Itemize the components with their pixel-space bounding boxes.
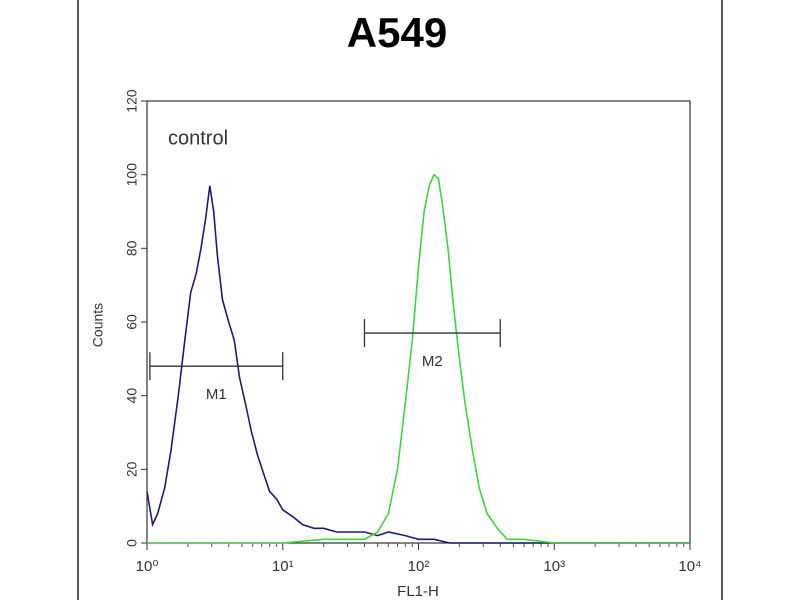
x-tick-label: 10²	[408, 558, 430, 575]
x-tick-label: 10⁰	[136, 558, 159, 575]
series-line	[146, 185, 690, 544]
y-tick-label: 60	[124, 314, 140, 330]
y-axis-label: Counts	[90, 303, 106, 347]
x-tick-label: 10¹	[272, 558, 294, 575]
y-tick-label: 40	[124, 388, 140, 404]
gate-label: M1	[206, 386, 227, 403]
chart-title: A549	[347, 9, 447, 56]
series-line	[147, 173, 690, 544]
annotation: control	[168, 127, 228, 149]
y-tick-label: 100	[124, 163, 140, 187]
gate-label: M2	[422, 353, 443, 370]
x-axis-label: FL1-H	[397, 583, 439, 600]
y-tick-label: 20	[124, 461, 140, 477]
x-tick-label: 10⁴	[678, 558, 701, 575]
y-tick-label: 80	[124, 240, 140, 256]
y-tick-label: 0	[124, 539, 140, 547]
y-tick-label: 120	[124, 89, 140, 113]
x-tick-label: 10³	[543, 558, 565, 575]
